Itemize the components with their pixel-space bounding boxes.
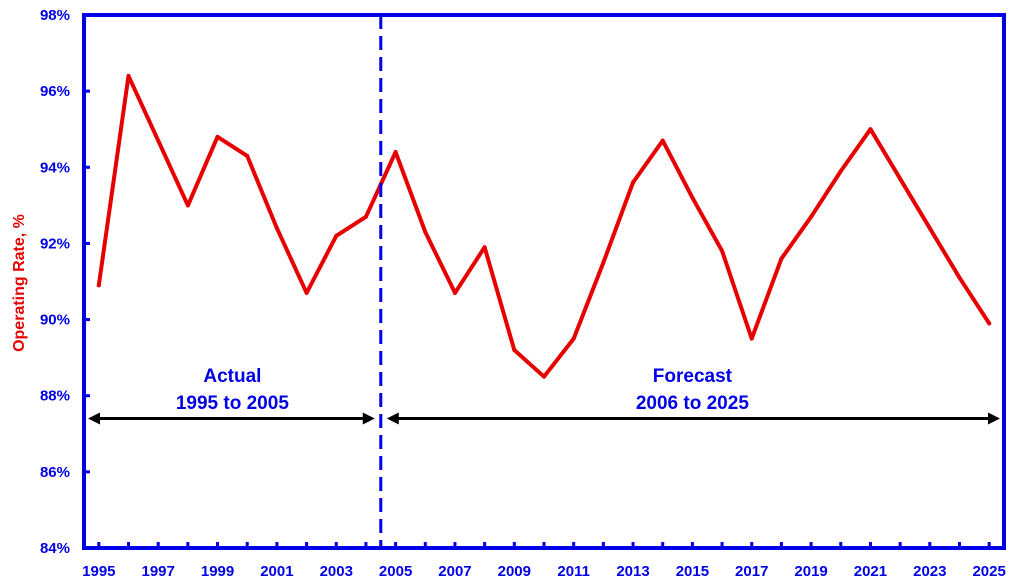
data-point	[868, 127, 873, 132]
x-tick-label: 2017	[735, 563, 768, 580]
x-tick-label: 2021	[854, 563, 887, 580]
x-tick-label: 2009	[498, 563, 531, 580]
y-tick-label: 86%	[40, 464, 70, 481]
y-tick-label: 94%	[40, 159, 70, 176]
data-point	[720, 249, 725, 254]
data-point	[274, 226, 279, 231]
x-tick-label: 2001	[260, 563, 293, 580]
plot-border	[82, 13, 1006, 550]
data-point	[542, 374, 546, 379]
data-point	[452, 290, 457, 295]
data-point	[927, 226, 932, 231]
x-tick-label: 1995	[82, 563, 115, 580]
data-point	[96, 283, 101, 288]
data-point	[631, 180, 636, 185]
y-axis-label: Operating Rate, %	[11, 214, 28, 352]
range-arrow-head-right	[362, 412, 375, 425]
x-axis-ticks: 1995 1997 1999 2001 2003 2005 2007 2009 2011 2013…	[82, 542, 1006, 580]
x-tick-label: 2013	[616, 563, 649, 580]
data-point	[334, 233, 339, 238]
data-point	[660, 138, 665, 143]
x-tick-label: 1999	[201, 563, 234, 580]
x-tick-label: 2025	[972, 563, 1005, 580]
range-annotation-label: Actual	[203, 366, 261, 387]
data-point	[809, 214, 814, 219]
range-arrow-head-left	[386, 412, 399, 425]
data-point	[601, 260, 606, 265]
range-annotation-label: 2006 to 2025	[636, 393, 749, 414]
data-point	[987, 321, 992, 326]
data-point	[156, 138, 161, 143]
data-point	[126, 73, 131, 78]
x-tick-label: 1997	[142, 563, 175, 580]
data-point	[512, 348, 517, 353]
plot-frame	[82, 13, 1006, 550]
data-point	[482, 245, 487, 250]
series-layer	[96, 73, 992, 379]
data-point	[215, 134, 220, 139]
y-tick-label: 88%	[40, 388, 70, 405]
x-tick-label: 2007	[438, 563, 471, 580]
y-tick-label: 90%	[40, 312, 70, 329]
x-tick-label: 2003	[320, 563, 353, 580]
data-point	[838, 169, 843, 174]
series-line	[96, 73, 992, 379]
y-tick-label: 96%	[40, 83, 70, 100]
data-point	[957, 275, 962, 280]
range-annotation-label: Forecast	[653, 366, 733, 387]
x-tick-label: 2005	[379, 563, 412, 580]
data-point	[898, 176, 903, 181]
data-point	[423, 230, 428, 235]
data-point	[185, 203, 190, 208]
data-point	[304, 290, 309, 295]
y-tick-label: 84%	[40, 540, 70, 557]
range-arrow-head-right	[988, 412, 1000, 425]
x-tick-label: 2023	[913, 563, 946, 580]
x-tick-label: 2011	[557, 563, 590, 580]
x-tick-label: 2015	[676, 563, 709, 580]
range-arrow-head-left	[88, 412, 100, 425]
y-tick-label: 98%	[40, 7, 70, 24]
range-annotation-label: 1995 to 2005	[176, 393, 289, 414]
x-tick-label: 2019	[794, 563, 827, 580]
data-point	[749, 336, 754, 341]
data-point	[690, 195, 695, 200]
data-point	[779, 256, 784, 261]
data-point	[245, 153, 250, 158]
data-point	[571, 336, 576, 341]
y-tick-label: 92%	[40, 235, 70, 252]
data-point	[393, 150, 398, 155]
y-axis-ticks: 84% 86% 88% 90% 92% 94% 96% 98%	[40, 7, 90, 557]
data-point	[363, 214, 368, 219]
annotation-layer: Actual 1995 to 2005 Forecast 2006 to 2025	[88, 366, 1000, 425]
